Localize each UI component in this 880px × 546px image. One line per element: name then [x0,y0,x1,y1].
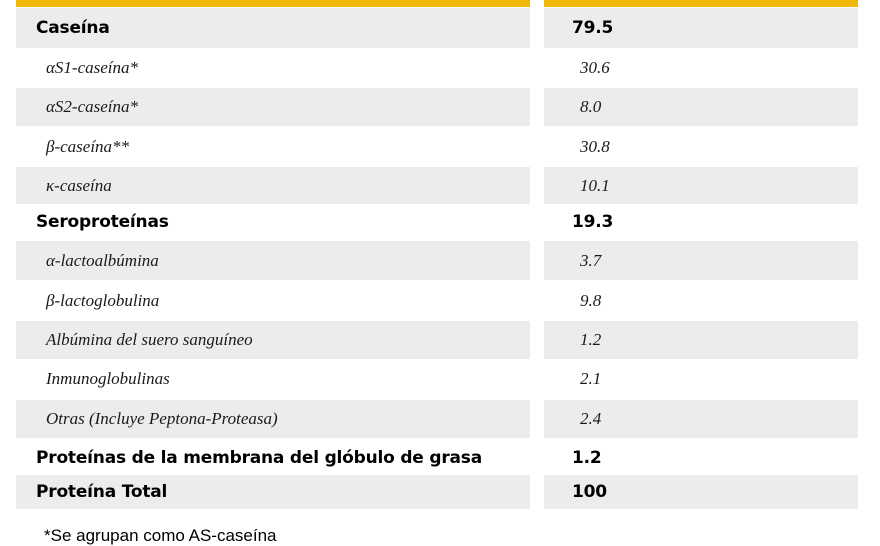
protein-percent-cell: 100 [544,475,858,509]
protein-percent: 2.1 [580,369,602,388]
protein-name: Inmunoglobulinas [46,369,170,388]
protein-name: β-caseína** [46,137,130,156]
table-row: κ-caseína 10.1 [0,167,880,204]
protein-percent: 3.7 [580,250,602,270]
protein-name-cell: Otras (Incluye Peptona-Proteasa) [16,400,530,438]
protein-percent: 30.6 [580,58,610,77]
protein-percent-cell: 19.3 [544,205,858,239]
protein-name-cell: Proteína Total [16,475,530,509]
protein-percent-cell: 1.2 [544,441,858,474]
table-row: α-lactoalbúmina 3.7 [0,241,880,280]
protein-name-cell: Caseína [16,8,530,48]
protein-percent: 19.3 [572,212,614,232]
protein-name-cell: β-caseína** [16,128,530,166]
protein-percent-cell: 30.6 [544,48,858,88]
protein-percent-cell: 2.1 [544,360,858,398]
protein-percent: 30.8 [580,137,610,156]
protein-name-cell: Proteínas de la membrana del glóbulo de … [16,441,530,474]
table-row: αS2-caseína* 8.0 [0,88,880,126]
protein-name: Proteínas de la membrana del glóbulo de … [36,447,482,468]
protein-name: Albúmina del suero sanguíneo [46,330,253,349]
protein-name-cell: β-lactoglobulina [16,281,530,320]
protein-percent-cell: 3.7 [544,241,858,280]
protein-percent-cell: 10.1 [544,167,858,204]
table-row: β-caseína** 30.8 [0,128,880,166]
protein-percent: 1.2 [572,447,602,468]
protein-name: κ-caseína [46,175,112,195]
table-row: β-lactoglobulina 9.8 [0,281,880,320]
protein-percent: 10.1 [580,175,610,195]
protein-name-cell: α-lactoalbúmina [16,241,530,280]
table-row: Albúmina del suero sanguíneo 1.2 [0,321,880,359]
protein-name: β-lactoglobulina [46,290,160,310]
protein-name-cell: κ-caseína [16,167,530,204]
protein-name-cell: Seroproteínas [16,205,530,239]
table-group-row: Proteínas de la membrana del glóbulo de … [0,441,880,474]
protein-percent: 100 [572,482,607,502]
table-group-row: Caseína 79.5 [0,8,880,48]
protein-name: Caseína [36,18,110,38]
protein-name: Seroproteínas [36,212,169,232]
table-row: Otras (Incluye Peptona-Proteasa) 2.4 [0,400,880,438]
footnote: *Se agrupan como AS-caseína [44,526,277,545]
protein-name: α-lactoalbúmina [46,250,159,270]
table-group-row: Seroproteínas 19.3 [0,205,880,239]
protein-percent: 2.4 [580,409,602,428]
protein-percent: 79.5 [572,18,614,38]
protein-percent: 1.2 [580,330,602,349]
header-accent-bar-left [16,0,530,7]
protein-percent-cell: 30.8 [544,128,858,166]
protein-name-cell: αS1-caseína* [16,48,530,88]
table-group-row: Proteína Total 100 [0,475,880,509]
protein-percent-cell: 2.4 [544,400,858,438]
table-row: Inmunoglobulinas 2.1 [0,360,880,398]
protein-percent: 8.0 [580,97,602,116]
protein-name-cell: Inmunoglobulinas [16,360,530,398]
protein-name: αS2-caseína* [46,97,139,116]
protein-percent-cell: 8.0 [544,88,858,126]
protein-percent-cell: 79.5 [544,8,858,48]
protein-percent-cell: 9.8 [544,281,858,320]
protein-percent: 9.8 [580,290,602,310]
protein-name: αS1-caseína* [46,58,139,77]
header-accent-bar-right [544,0,858,7]
table-row: αS1-caseína* 30.6 [0,48,880,88]
protein-name-cell: Albúmina del suero sanguíneo [16,321,530,359]
protein-name: Otras (Incluye Peptona-Proteasa) [46,409,278,428]
protein-name-cell: αS2-caseína* [16,88,530,126]
protein-name: Proteína Total [36,482,168,502]
protein-percent-cell: 1.2 [544,321,858,359]
